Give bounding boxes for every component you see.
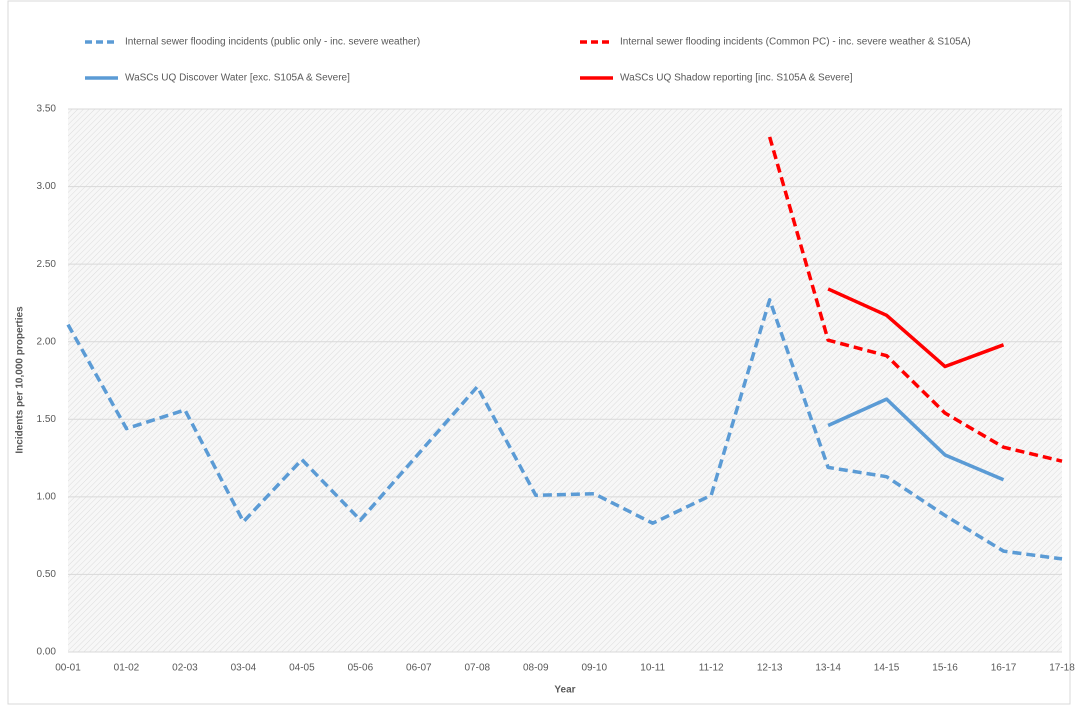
y-tick-label: 1.50 [37,414,57,425]
x-tick-label: 13-14 [815,663,841,674]
series-line [66,298,1063,561]
x-tick-label: 00-01 [55,663,81,674]
x-tick-label: 08-09 [523,663,549,674]
y-tick-label: 2.00 [37,336,57,347]
x-tick-label: 11-12 [699,663,724,674]
y-axis-title: Incidents per 10,000 properties [15,306,26,454]
legend-label: WaSCs UQ Discover Water [exc. S105A & Se… [125,73,350,84]
y-tick-label: 2.50 [37,259,57,270]
x-tick-label: 02-03 [172,663,198,674]
x-axis-title: Year [554,685,575,696]
y-tick-label: 3.50 [37,104,57,115]
y-tick-label: 0.00 [37,647,57,658]
y-tick-label: 3.00 [37,181,57,192]
series-line [827,397,1005,482]
x-tick-label: 07-08 [465,663,491,674]
x-tick-label: 12-13 [757,663,783,674]
plot-area [68,109,1062,652]
x-tick-label: 05-06 [348,663,374,674]
x-tick-label: 10-11 [640,663,665,674]
x-tick-label: 14-15 [874,663,900,674]
series-line [767,136,1063,463]
x-tick-label: 04-05 [289,663,315,674]
y-tick-label: 1.00 [37,491,57,502]
x-tick-label: 01-02 [114,663,140,674]
x-tick-label: 09-10 [581,663,607,674]
x-tick-label: 06-07 [406,663,432,674]
series-line [827,287,1005,369]
y-tick-label: 0.50 [37,569,57,580]
x-tick-label: 15-16 [932,663,958,674]
x-tick-label: 03-04 [231,663,257,674]
legend-label: Internal sewer flooding incidents (publi… [125,37,420,48]
legend-label: Internal sewer flooding incidents (Commo… [620,37,971,48]
x-tick-label: 16-17 [991,663,1017,674]
legend-label: WaSCs UQ Shadow reporting [inc. S105A & … [620,73,853,84]
x-tick-label: 17-18 [1049,663,1075,674]
